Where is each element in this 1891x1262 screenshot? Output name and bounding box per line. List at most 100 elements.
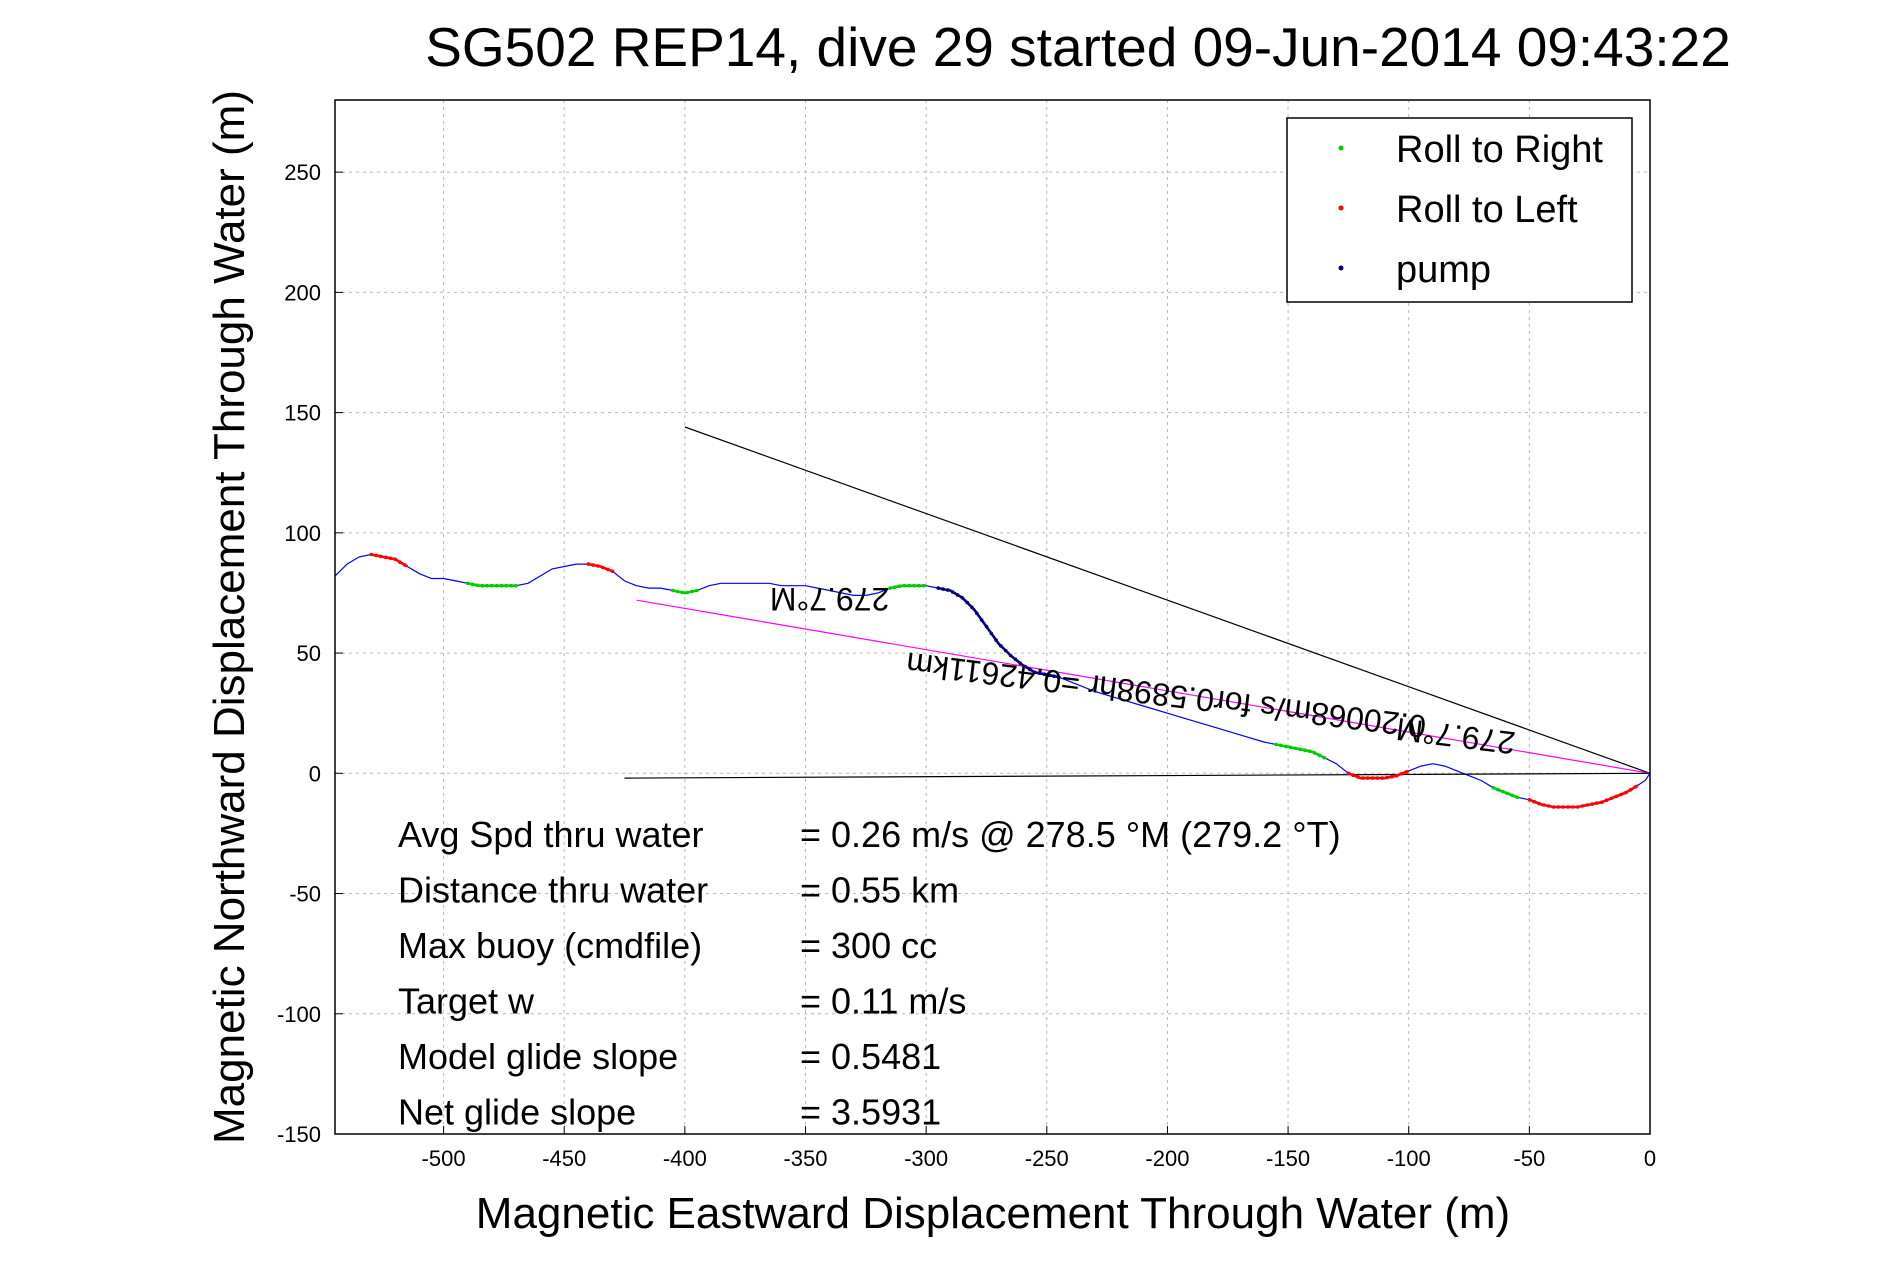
y-tick-label: -50 <box>289 882 321 907</box>
roll-right-point <box>1510 793 1515 798</box>
roll-left-point <box>1561 805 1565 809</box>
roll-left-point <box>596 564 600 568</box>
pump-point <box>994 638 998 642</box>
track-annotation: 279.7°M <box>770 581 890 617</box>
roll-left-point <box>1571 805 1575 809</box>
roll-right-point <box>675 589 680 594</box>
legend: Roll to Right Roll to Left pump <box>1286 117 1633 303</box>
stat-label: Net glide slope <box>398 1092 636 1133</box>
x-tick-label: -350 <box>783 1146 827 1171</box>
y-tick-label: -100 <box>277 1002 321 1027</box>
plot-lines <box>334 426 1651 808</box>
roll-left-point <box>1375 776 1380 780</box>
roll-left-point <box>1628 787 1633 792</box>
y-tick-label: 150 <box>284 401 321 426</box>
roll-right-point <box>490 583 494 588</box>
stat-value: = 0.5481 <box>800 1036 941 1077</box>
x-tick-label: -50 <box>1513 1146 1545 1171</box>
pump-point <box>1052 674 1056 678</box>
legend-marker <box>1338 205 1344 211</box>
roll-right-point <box>680 590 685 595</box>
legend-marker <box>1338 145 1344 151</box>
roll-right-point <box>1322 755 1327 760</box>
legend-marker <box>1338 265 1344 271</box>
legend-entries: Roll to Right Roll to Left pump <box>1338 129 1603 291</box>
track-line <box>334 553 1651 808</box>
roll-left-point <box>1537 801 1541 806</box>
roll-left-point <box>591 563 595 567</box>
stat-label: Avg Spd thru water <box>398 814 704 855</box>
pump-point <box>936 586 940 590</box>
roll-left-point <box>1346 771 1351 776</box>
roll-right-point <box>893 585 897 589</box>
plot-markers <box>369 552 1639 809</box>
pump-point <box>1032 670 1037 675</box>
axis-ticks: -500 -450 -400 -350 -300 -250 -200 -150 -100 -50 0… <box>277 160 1656 1171</box>
x-tick-label: -150 <box>1266 1146 1310 1171</box>
roll-left-point <box>1399 772 1404 776</box>
roll-left-point <box>1599 800 1604 804</box>
roll-right-point <box>1491 785 1495 790</box>
roll-right-point <box>1298 747 1302 752</box>
pump-point <box>946 588 950 592</box>
baseline-line <box>624 772 1651 779</box>
roll-right-point <box>480 583 485 588</box>
roll-right-point <box>695 588 699 593</box>
pump-point <box>1018 661 1022 665</box>
roll-left-point <box>1380 776 1384 780</box>
stat-label: Target w <box>398 981 535 1022</box>
roll-right-point <box>1317 753 1322 758</box>
roll-right-point <box>897 584 902 588</box>
roll-right-point <box>671 588 675 593</box>
stat-value: = 300 cc <box>800 925 937 966</box>
stat-label: Distance thru water <box>398 870 708 911</box>
roll-left-point <box>1532 799 1536 804</box>
x-tick-label: -500 <box>422 1146 466 1171</box>
y-axis-label: Magnetic Northward Displacement Through … <box>205 90 254 1144</box>
roll-left-point <box>1385 775 1389 780</box>
pump-point <box>965 600 969 605</box>
x-tick-label: -450 <box>542 1146 586 1171</box>
roll-left-point <box>379 554 383 559</box>
roll-right-point <box>685 590 690 595</box>
roll-left-point <box>1551 805 1556 809</box>
roll-right-point <box>465 581 470 586</box>
roll-left-point <box>388 556 393 561</box>
pump-point <box>999 644 1003 648</box>
y-tick-label: 50 <box>297 641 321 666</box>
stat-value: = 3.5931 <box>800 1092 941 1133</box>
stat-label: Model glide slope <box>398 1036 678 1077</box>
roll-left-point <box>1546 804 1551 808</box>
roll-right-point <box>1308 749 1312 753</box>
roll-left-point <box>605 567 610 572</box>
roll-right-point <box>485 583 489 588</box>
roll-left-point <box>610 569 615 574</box>
roll-right-point <box>475 583 480 588</box>
roll-right-point <box>690 589 694 594</box>
y-tick-label: 250 <box>284 160 321 185</box>
pump-point <box>1004 648 1008 653</box>
roll-right-point <box>470 582 475 587</box>
pump-point <box>1028 667 1032 672</box>
roll-left-point <box>1580 804 1585 808</box>
pump-point <box>1057 675 1061 679</box>
roll-right-point <box>504 583 509 588</box>
roll-right-point <box>1501 789 1505 794</box>
roll-left-point <box>601 565 605 570</box>
roll-right-point <box>1496 787 1500 792</box>
roll-left-point <box>1390 774 1394 779</box>
roll-left-point <box>1566 805 1570 809</box>
roll-left-point <box>403 563 407 567</box>
roll-right-point <box>912 583 916 588</box>
roll-left-point <box>1365 776 1370 780</box>
pump-point <box>979 618 984 622</box>
roll-right-point <box>1283 744 1288 749</box>
y-tick-label: 0 <box>309 761 321 786</box>
roll-left-point <box>1585 803 1590 807</box>
x-tick-label: -100 <box>1387 1146 1431 1171</box>
pump-point <box>970 605 974 610</box>
pump-point <box>1013 657 1018 662</box>
roll-right-point <box>1515 795 1520 800</box>
roll-right-point <box>921 583 926 588</box>
